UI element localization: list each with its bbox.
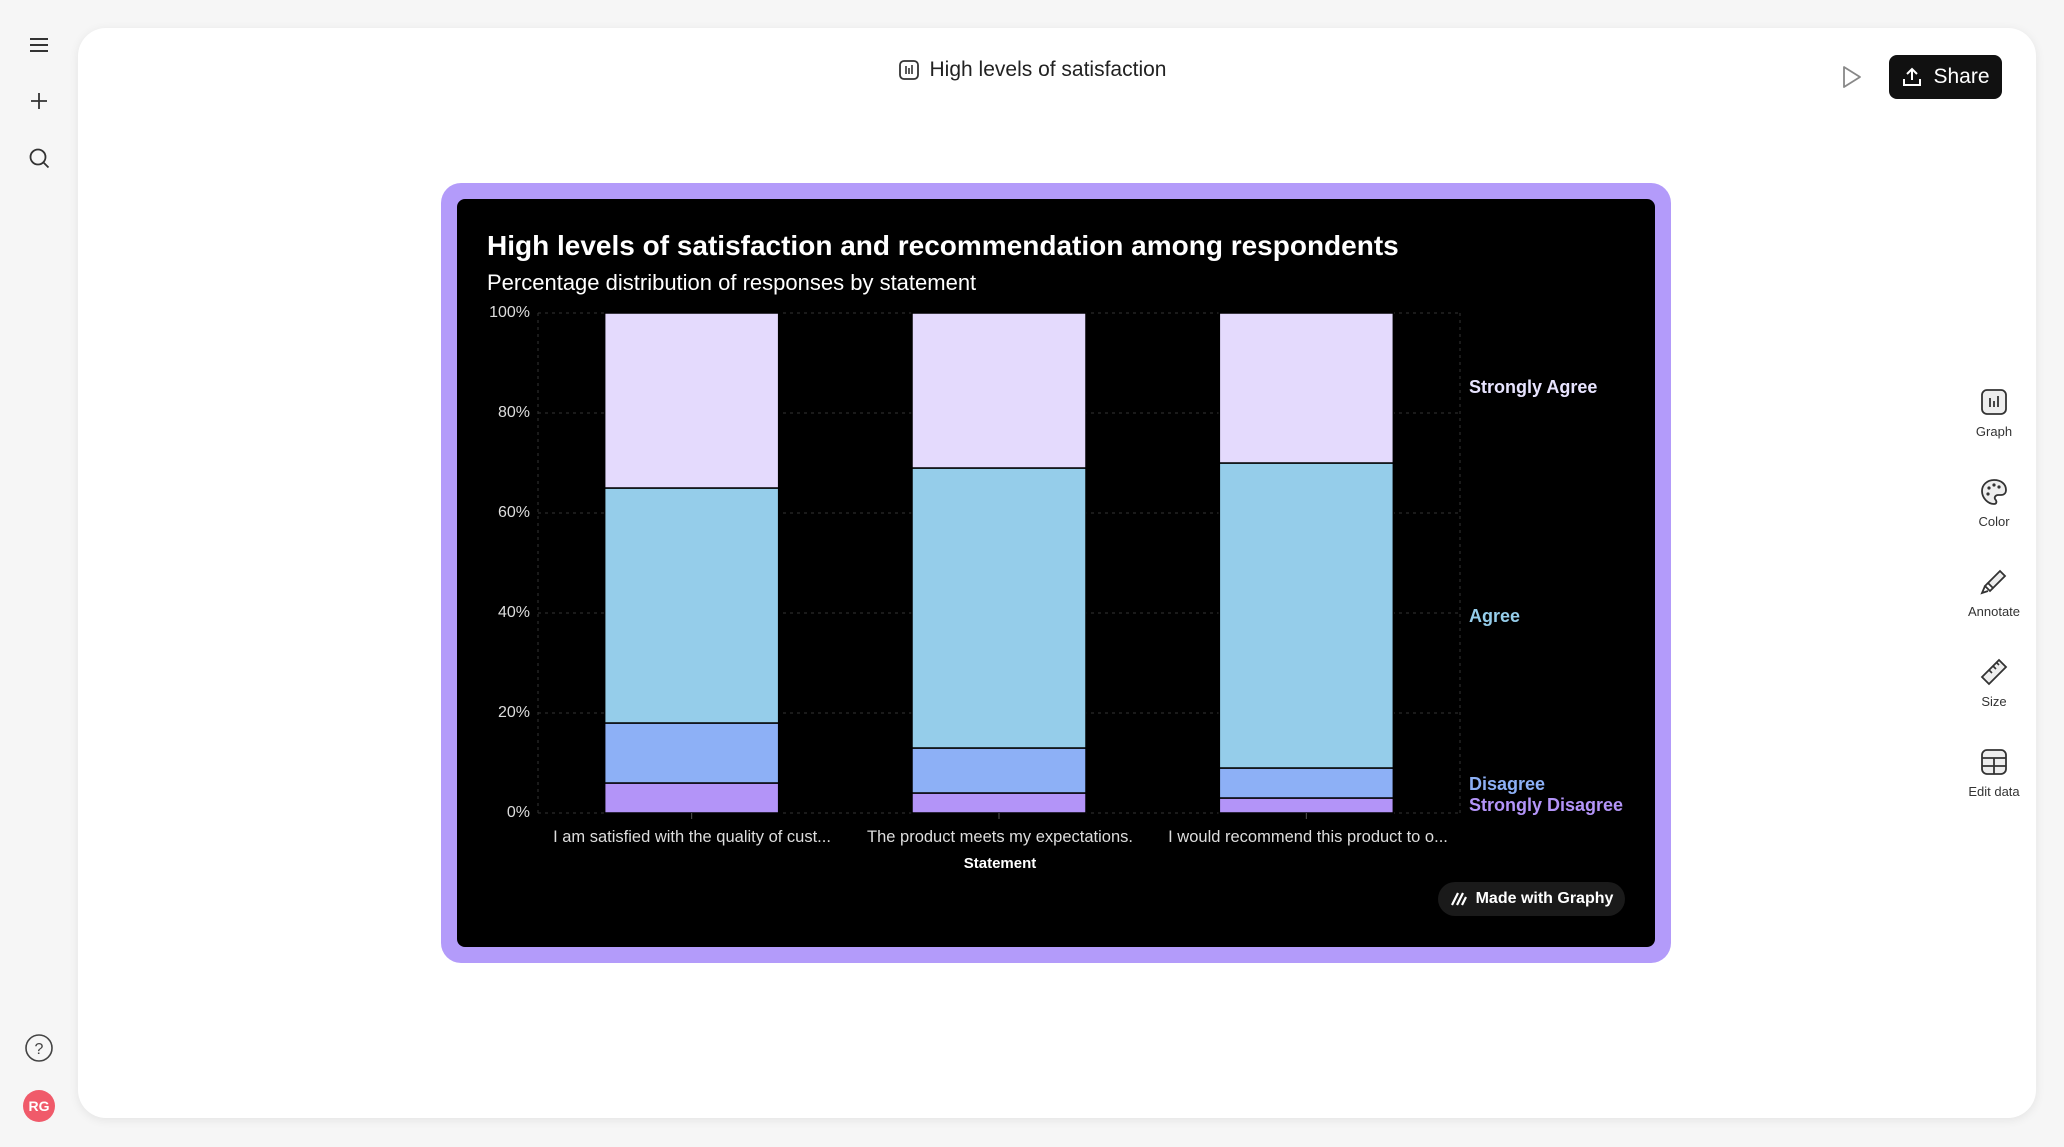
x-tick: I am satisfied with the quality of cust.…	[553, 828, 831, 846]
bar-segment-strongly-disagree	[603, 782, 780, 814]
tool-color[interactable]: Color	[1954, 478, 2034, 529]
bar-segment-agree	[911, 467, 1087, 749]
x-tick: The product meets my expectations.	[867, 828, 1133, 846]
table-icon	[1981, 749, 2007, 775]
y-tick: 0%	[506, 804, 530, 821]
share-button[interactable]: Share	[1889, 55, 2002, 99]
tool-annotate[interactable]: Annotate	[1954, 568, 2034, 619]
y-tick: 40%	[497, 604, 530, 621]
tool-label: Edit data	[1968, 784, 2020, 799]
menu-icon[interactable]	[24, 30, 54, 60]
y-tick: 60%	[497, 504, 530, 521]
plus-icon[interactable]	[24, 86, 54, 116]
tool-label: Size	[1981, 694, 2007, 709]
search-icon[interactable]	[24, 143, 54, 173]
palette-icon	[1981, 479, 2007, 505]
legend-strongly-agree: Strongly Agree	[1469, 377, 1598, 397]
upload-icon	[1903, 67, 1922, 86]
graphy-logo-icon	[1450, 892, 1467, 906]
share-label: Share	[1933, 65, 1990, 88]
y-tick: 100%	[489, 304, 530, 321]
bar-segment-agree	[603, 487, 780, 724]
y-tick: 20%	[497, 704, 530, 721]
legend-disagree: Disagree	[1469, 774, 1546, 794]
x-axis-label: Statement	[963, 855, 1037, 872]
document-title-text: High levels of satisfaction	[929, 58, 1167, 81]
tool-label: Annotate	[1967, 604, 2021, 619]
x-tick: I would recommend this product to o...	[1168, 828, 1448, 846]
tool-label: Graph	[1975, 424, 2013, 439]
bar-segment-disagree	[1218, 767, 1395, 799]
chart-subtitle: Percentage distribution of responses by …	[487, 270, 977, 295]
avatar[interactable]: RG	[23, 1090, 55, 1122]
y-tick: 80%	[497, 404, 530, 421]
bar-segment-agree	[1218, 462, 1395, 769]
legend-agree: Agree	[1469, 606, 1521, 626]
tool-graph[interactable]: Graph	[1954, 388, 2034, 439]
bar-segment-strongly-agree	[1218, 312, 1395, 464]
bar-segment-strongly-disagree	[911, 792, 1087, 814]
ruler-icon	[1980, 658, 2008, 686]
bar-chart-icon	[1981, 389, 2007, 415]
made-with-graphy-badge[interactable]: Made with Graphy	[1438, 882, 1625, 916]
legend-strongly-disagree: Strongly Disagree	[1469, 795, 1624, 815]
bar-segment-strongly-agree	[911, 312, 1087, 469]
tool-label: Color	[1978, 514, 2010, 529]
help-icon[interactable]: ?	[24, 1033, 54, 1063]
bar-segment-strongly-agree	[603, 312, 780, 489]
bar-segment-disagree	[911, 747, 1087, 794]
chart-title: High levels of satisfaction and recommen…	[487, 230, 1399, 261]
bar-segment-disagree	[603, 722, 780, 784]
highlighter-icon	[1980, 569, 2007, 595]
chart-icon	[898, 60, 919, 80]
play-icon[interactable]	[1838, 64, 1864, 90]
tool-size[interactable]: Size	[1954, 658, 2034, 709]
document-title: High levels of satisfaction	[0, 58, 2064, 82]
tool-edit-data[interactable]: Edit data	[1954, 748, 2034, 799]
badge-label: Made with Graphy	[1475, 890, 1614, 907]
svg-text:?: ?	[35, 1041, 44, 1058]
bar-segment-strongly-disagree	[1218, 797, 1395, 814]
